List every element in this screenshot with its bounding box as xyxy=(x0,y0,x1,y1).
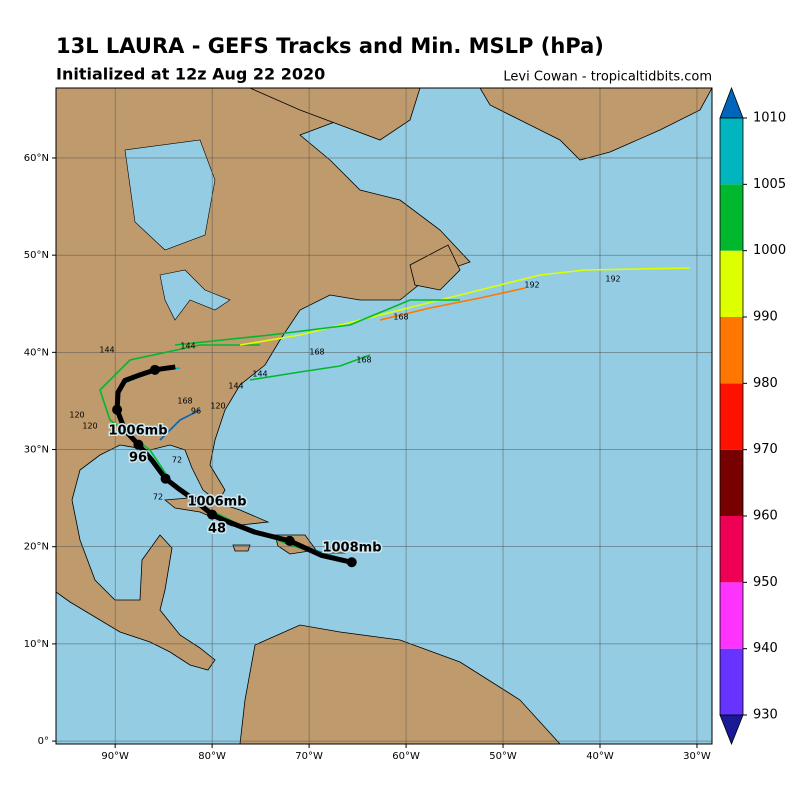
colorbar-tick-label: 1005 xyxy=(753,177,786,192)
colorbar-tick-label: 990 xyxy=(753,310,778,325)
annotation: 1006mb xyxy=(187,495,246,510)
x-tick-label: 90°W xyxy=(101,751,129,762)
colorbar-tick-label: 940 xyxy=(753,641,778,656)
track-label: 168 xyxy=(177,397,192,406)
track-point xyxy=(346,557,357,568)
x-tick-label: 30°W xyxy=(683,751,711,762)
ensemble-track xyxy=(239,267,691,346)
mean-track-layer: 192 192 168 168 168 168 144 144 144 144 120 120 120 9… xyxy=(69,275,621,568)
colorbar-segment xyxy=(720,317,743,384)
ensemble-track xyxy=(379,287,526,321)
track-point xyxy=(112,404,123,415)
track-label: 192 xyxy=(605,275,620,284)
colorbar-tick-label: 1010 xyxy=(753,111,786,126)
colorbar-segment xyxy=(720,582,743,649)
hudson-bay xyxy=(124,139,216,251)
y-tick-label: 40°N xyxy=(24,347,49,358)
mean-track xyxy=(114,364,353,565)
track-label: 168 xyxy=(356,356,371,365)
ensemble-track xyxy=(174,299,460,346)
ensemble-track xyxy=(159,409,201,441)
track-label: 120 xyxy=(82,422,97,431)
track-label: 168 xyxy=(309,348,324,357)
track-point xyxy=(133,439,144,450)
track-point xyxy=(149,364,160,375)
track-label: 72 xyxy=(153,493,163,502)
track-label: 144 xyxy=(99,346,114,355)
y-tick-label: 50°N xyxy=(24,250,49,261)
colorbar-segment xyxy=(720,184,743,251)
colorbar-segment xyxy=(720,118,743,185)
track-label: 168 xyxy=(393,313,408,322)
x-tick-label: 80°W xyxy=(198,751,226,762)
colorbar-frame xyxy=(719,117,744,716)
colorbar-tick-label: 970 xyxy=(753,442,778,457)
track-label: 96 xyxy=(191,407,201,416)
annotation: 48 xyxy=(208,522,226,537)
x-tick-label: 70°W xyxy=(295,751,323,762)
colorbar-segment xyxy=(720,383,743,450)
track-label: 144 xyxy=(228,382,243,391)
track-label: 144 xyxy=(180,342,195,351)
map-frame xyxy=(55,87,713,745)
x-tick-label: 40°W xyxy=(586,751,614,762)
track-point xyxy=(160,473,171,484)
colorbar-segment xyxy=(720,449,743,516)
y-tick-label: 20°N xyxy=(24,542,49,553)
colorbar-tick-label: 930 xyxy=(753,708,778,723)
south-america xyxy=(239,624,561,744)
baffin xyxy=(249,88,421,141)
jamaica xyxy=(232,544,251,552)
colorbar-segment xyxy=(720,648,743,715)
great-lakes xyxy=(159,269,231,321)
colorbar-tick-label: 980 xyxy=(753,376,778,391)
track-point xyxy=(207,509,218,520)
credit: Levi Cowan - tropicaltidbits.com xyxy=(503,70,712,85)
y-tick-label: 0° xyxy=(38,736,49,747)
colorbar: 930 940 950 960 970 980 990 1000 1005 1010 xyxy=(719,86,786,746)
cuba xyxy=(163,496,270,527)
ensemble-track xyxy=(249,354,371,381)
y-tick-label: 60°N xyxy=(24,153,49,164)
puerto-rico xyxy=(329,547,346,554)
x-tick-label: 50°W xyxy=(489,751,517,762)
graticule xyxy=(56,88,712,744)
y-tick-label: 10°N xyxy=(24,639,49,650)
title: 13L LAURA - GEFS Tracks and Min. MSLP (h… xyxy=(56,34,604,58)
track-label: 120 xyxy=(210,402,225,411)
greenland xyxy=(479,88,712,161)
annotation: 1006mb xyxy=(108,424,167,439)
colorbar-segment xyxy=(720,250,743,317)
track-point xyxy=(284,535,295,546)
colorbar-tick-label: 960 xyxy=(753,509,778,524)
colorbar-segment xyxy=(720,516,743,583)
track-label: 120 xyxy=(69,411,84,420)
map: 192 192 168 168 168 168 144 144 144 144 120 120 120 9… xyxy=(56,88,712,744)
y-tick-label: 30°N xyxy=(24,445,49,456)
track-label: 144 xyxy=(252,370,267,379)
x-tick-label: 60°W xyxy=(392,751,420,762)
annotation: 96 xyxy=(129,451,147,466)
annotation: 1008mb xyxy=(322,541,381,556)
subtitle: Initialized at 12z Aug 22 2020 xyxy=(56,65,325,84)
track-label: 72 xyxy=(172,456,182,465)
track-label: 192 xyxy=(524,281,539,290)
newfoundland xyxy=(409,244,461,291)
colorbar-tick-label: 1000 xyxy=(753,243,786,258)
colorbar-tick-label: 950 xyxy=(753,575,778,590)
